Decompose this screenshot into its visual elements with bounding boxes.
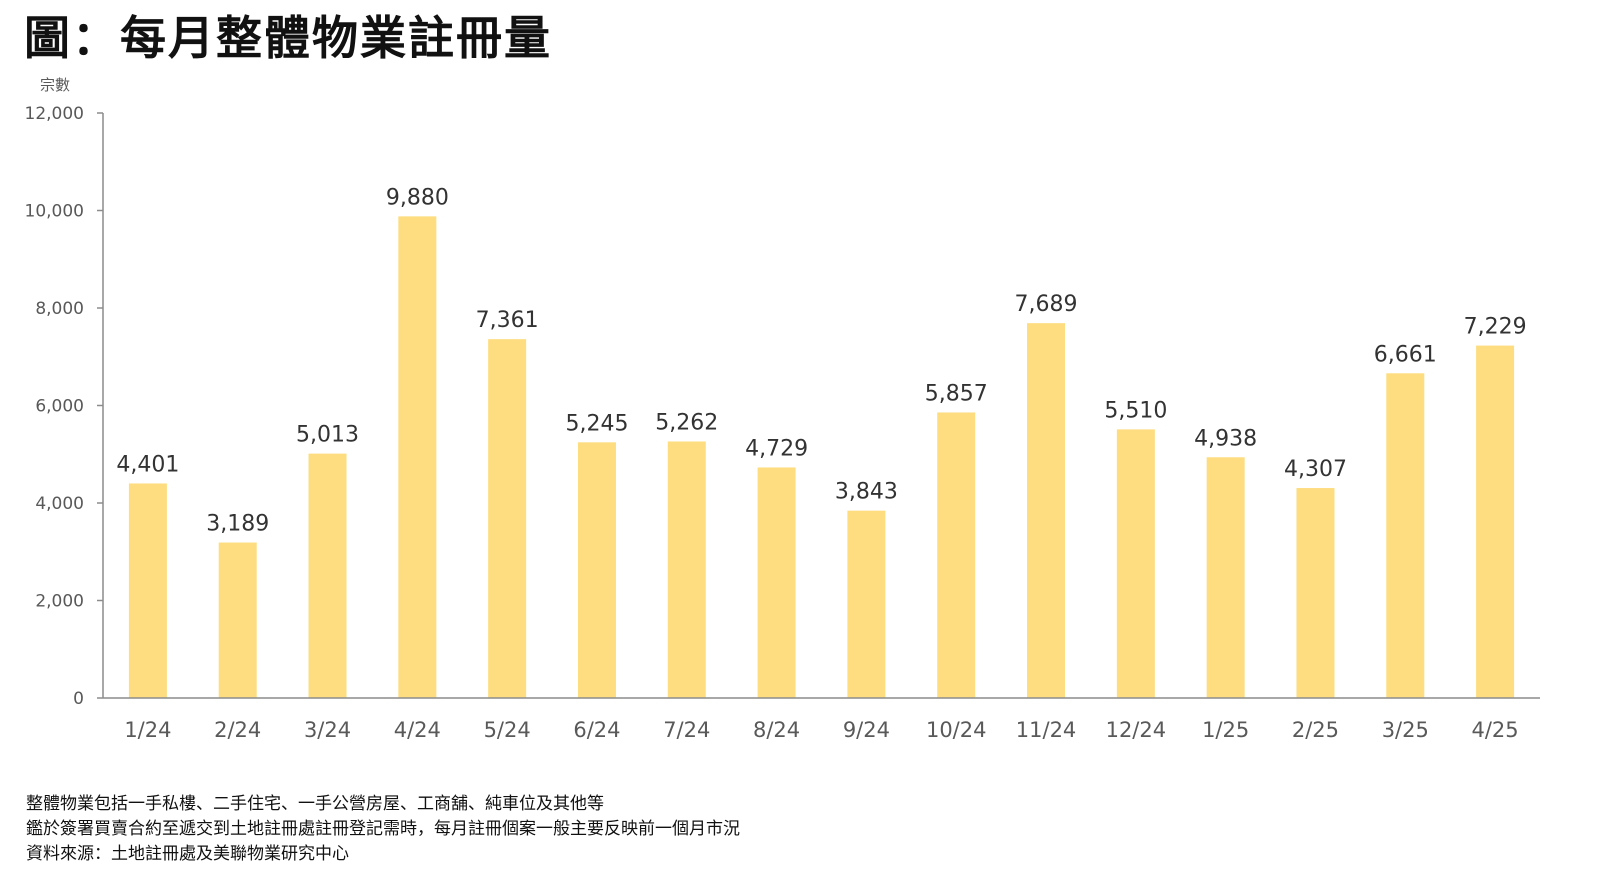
bar-value-label: 5,510 xyxy=(1104,398,1167,423)
bar-value-label: 9,880 xyxy=(386,185,449,210)
x-tick-label: 4/25 xyxy=(1472,718,1519,742)
chart-area: 宗數 0 2,000 4,000 6,000 8,000 10,000 12,000 4,401… xyxy=(25,76,1540,742)
x-tick-label: 6/24 xyxy=(573,718,620,742)
bar-value-label: 5,262 xyxy=(655,410,718,435)
footnote-timing: 鑑於簽署買賣合約至遞交到土地註冊處註冊登記需時，每月註冊個案一般主要反映前一個月… xyxy=(26,819,740,839)
x-tick-label: 10/24 xyxy=(926,718,987,742)
bar-value-label: 6,661 xyxy=(1374,342,1437,367)
x-tick-label: 9/24 xyxy=(843,718,890,742)
y-tick-label: 0 xyxy=(73,689,84,709)
x-tick-label: 3/24 xyxy=(304,718,351,742)
bar xyxy=(667,441,706,698)
x-tick-label: 1/25 xyxy=(1202,718,1249,742)
page-title: 圖：每月整體物業註冊量 xyxy=(24,11,552,65)
bar-value-label: 5,857 xyxy=(925,381,988,406)
x-tick-label: 2/24 xyxy=(214,718,261,742)
bar xyxy=(1476,345,1515,698)
bar-value-label: 4,401 xyxy=(116,452,179,477)
x-tick-label: 8/24 xyxy=(753,718,800,742)
y-axis-label: 宗數 xyxy=(40,76,70,94)
bar xyxy=(1296,488,1335,698)
bar xyxy=(1206,457,1245,698)
x-tick-label: 5/24 xyxy=(484,718,531,742)
footnote-source: 資料來源：土地註冊處及美聯物業研究中心 xyxy=(26,844,349,864)
bar xyxy=(1027,323,1066,698)
bar-value-label: 5,013 xyxy=(296,423,359,448)
bar-value-label: 5,245 xyxy=(565,411,628,436)
bar xyxy=(128,483,167,698)
y-tick-label: 8,000 xyxy=(35,299,84,319)
bar xyxy=(1116,429,1155,698)
footnotes: 整體物業包括一手私樓、二手住宅、一手公營房屋、工商舖、純車位及其他等 鑑於簽署買… xyxy=(26,792,740,867)
bar xyxy=(1386,373,1425,698)
x-tick-label: 1/24 xyxy=(124,718,171,742)
bar xyxy=(398,216,437,698)
bar xyxy=(308,453,347,698)
bar-value-label: 7,361 xyxy=(476,308,539,333)
x-tick-label: 4/24 xyxy=(394,718,441,742)
bar-value-label: 4,307 xyxy=(1284,457,1347,482)
bar-value-label: 4,938 xyxy=(1194,426,1257,451)
y-tick-label: 12,000 xyxy=(25,104,84,124)
bar-value-label: 7,689 xyxy=(1015,292,1078,317)
x-tick-label: 7/24 xyxy=(663,718,710,742)
y-tick-label: 2,000 xyxy=(35,592,84,612)
x-tick-label: 11/24 xyxy=(1016,718,1077,742)
monthly-registrations-bar-chart: 宗數 0 2,000 4,000 6,000 8,000 10,000 12,000 4,401… xyxy=(25,76,1540,742)
bar xyxy=(757,467,796,698)
bar xyxy=(218,542,257,698)
bar-value-label: 3,189 xyxy=(206,512,269,537)
x-tick-label: 2/25 xyxy=(1292,718,1339,742)
y-tick-label: 6,000 xyxy=(35,397,84,417)
y-tick-label: 10,000 xyxy=(25,202,84,222)
bar xyxy=(847,510,886,698)
x-tick-label: 3/25 xyxy=(1382,718,1429,742)
bar-value-label: 4,729 xyxy=(745,436,808,461)
bar xyxy=(488,339,527,698)
bar xyxy=(577,442,616,698)
bar xyxy=(937,412,976,698)
bar-value-label: 7,229 xyxy=(1464,315,1527,340)
x-tick-label: 12/24 xyxy=(1106,718,1167,742)
footnote-scope: 整體物業包括一手私樓、二手住宅、一手公營房屋、工商舖、純車位及其他等 xyxy=(26,794,604,814)
bar-value-label: 3,843 xyxy=(835,480,898,505)
y-tick-label: 4,000 xyxy=(35,494,84,514)
